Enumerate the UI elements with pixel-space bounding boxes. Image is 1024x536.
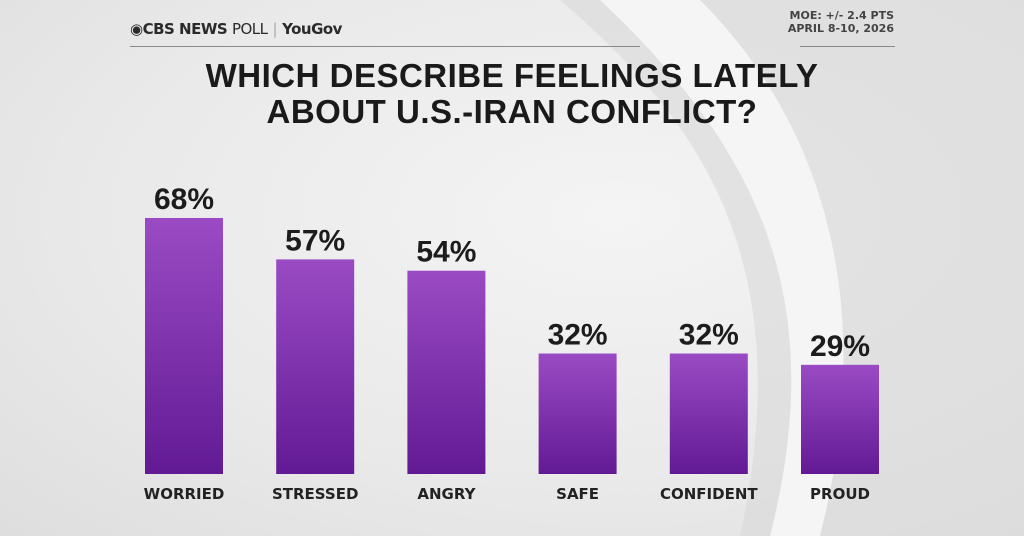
header-rule: [130, 46, 640, 47]
cbs-eye-icon: ◉: [130, 20, 143, 38]
bar-proud: [801, 364, 879, 474]
partner-logo: YouGov: [282, 20, 342, 38]
category-label: ANGRY: [417, 485, 476, 503]
title-line-1: WHICH DESCRIBE FEELINGS LATELY: [205, 57, 819, 94]
category-label: CONFIDENT: [660, 485, 758, 503]
brand-suffix: POLL: [231, 20, 268, 38]
bar-safe: [538, 353, 617, 474]
category-label: WORRIED: [144, 485, 225, 503]
poll-dates: APRIL 8-10, 2026: [787, 22, 894, 35]
header-rule-right: [800, 46, 895, 47]
bar-angry: [407, 270, 486, 474]
category-label: PROUD: [810, 485, 870, 503]
cbs-news-poll-logo: ◉CBS NEWS POLL | YouGov: [130, 20, 342, 38]
bar-stressed: [276, 259, 355, 474]
bar-confident: [669, 353, 748, 474]
title-line-2: ABOUT U.S.-IRAN CONFLICT?: [266, 93, 758, 130]
brand: CBS NEWS: [142, 20, 228, 38]
poll-info: MOE: +/- 2.4 PTS APRIL 8-10, 2026: [788, 9, 894, 35]
chart-title: WHICH DESCRIBE FEELINGS LATELY ABOUT U.S…: [0, 58, 1024, 130]
bar-worried: [145, 217, 223, 475]
value-label: 29%: [810, 330, 870, 363]
value-label: 57%: [285, 224, 345, 257]
value-label: 32%: [679, 319, 739, 352]
category-label: SAFE: [556, 485, 599, 503]
category-label: STRESSED: [272, 485, 358, 503]
value-label: 68%: [154, 183, 214, 216]
value-label: 32%: [548, 319, 608, 352]
value-label: 54%: [416, 236, 476, 269]
margin-of-error: MOE: +/- 2.4 PTS: [789, 9, 894, 22]
divider: |: [272, 20, 278, 38]
